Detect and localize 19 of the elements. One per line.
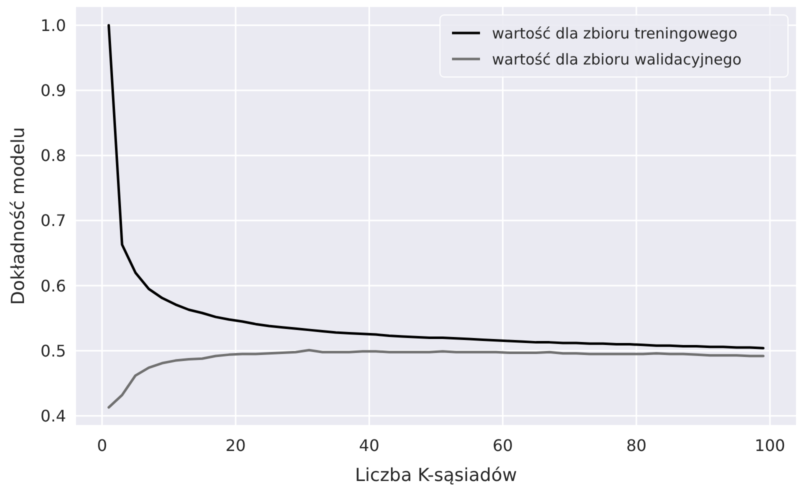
line-series [107,348,765,409]
y-axis-title: Dokładność modelu [8,127,29,305]
legend-label: wartość dla zbioru walidacyjnego [492,50,742,68]
x-tick-label: 40 [359,436,380,455]
line-series [107,24,765,350]
x-tick-label: 0 [96,436,108,455]
y-tick-label: 1.0 [40,16,66,35]
y-tick-label: 0.6 [40,276,66,296]
x-tick-label: 80 [626,436,647,455]
x-axis-title: Liczba K-sąsiadów [355,465,517,486]
x-tick-label: 60 [492,436,513,455]
y-tick-label: 0.4 [40,406,66,426]
legend-label: wartość dla zbioru treningowego [492,24,738,42]
y-tick-label: 0.9 [40,80,66,100]
x-tick-label: 100 [754,436,786,455]
y-tick-label: 0.5 [40,341,66,360]
y-tick-label: 0.8 [40,146,66,166]
y-tick-label: 0.7 [40,211,66,230]
x-tick-label: 20 [225,436,246,455]
